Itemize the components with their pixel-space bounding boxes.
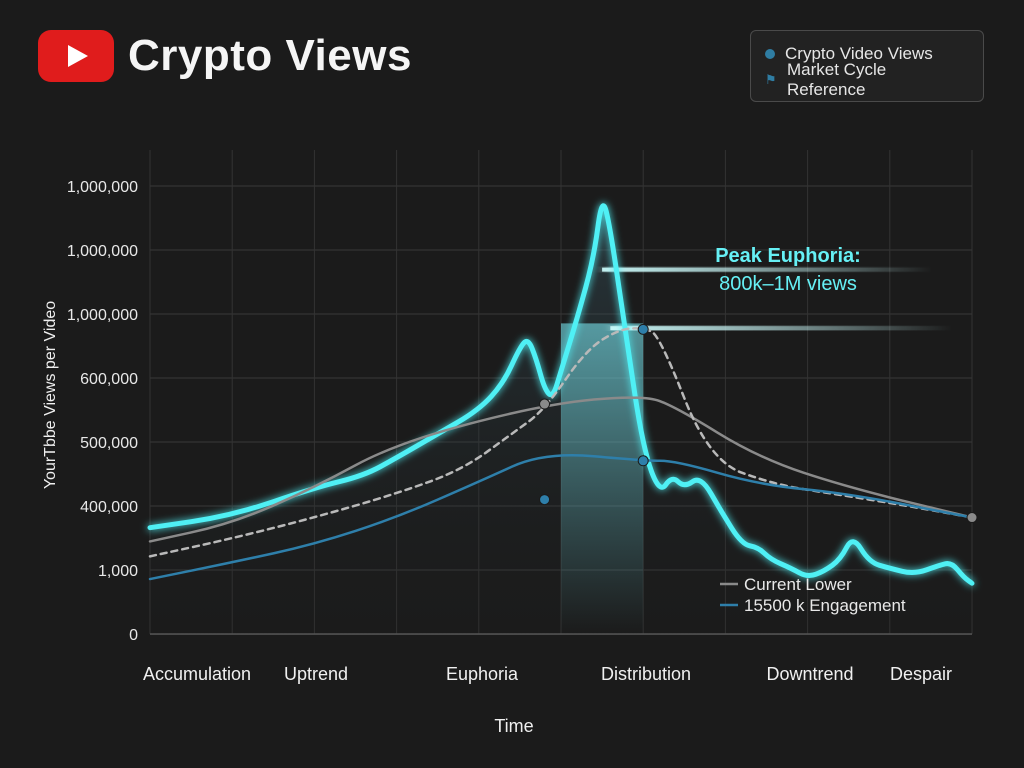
legend-label-views: Crypto Video Views [785,44,933,63]
data-point-marker [637,323,649,335]
data-point-marker [966,512,978,524]
legend-label-reference: Market Cycle Reference [786,60,887,99]
y-tick-label: 600,000 [80,371,138,388]
y-tick-label: 0 [129,627,138,644]
legend-item-views: Crypto Video Views [765,41,969,67]
y-tick-label: 400,000 [80,499,138,516]
x-tick-label: Accumulation [143,664,251,684]
y-tick-label: 1,000,000 [67,179,138,196]
app-title: Crypto Views [128,31,412,80]
youtube-play-icon [38,30,114,82]
x-tick-label: Downtrend [766,664,853,684]
y-axis-label: YourTbbe Views per Video [42,301,59,489]
circle-marker-icon [765,49,775,59]
y-tick-label: 1,000 [98,563,138,580]
y-tick-label: 1,000,000 [67,307,138,324]
x-axis-label: Time [494,716,533,736]
x-tick-label: Euphoria [446,664,519,684]
inline-legend-label: 15500 k Engagement [744,596,906,615]
y-tick-label: 500,000 [80,435,138,452]
chart-legend: Crypto Video Views ⚑ Market Cycle Refere… [750,30,984,102]
series-line-0 [147,203,975,586]
series-line-1 [148,396,974,543]
peak-beam-upper [602,267,932,272]
series-line-3 [148,454,974,581]
data-point-marker [539,494,551,506]
legend-item-reference: ⚑ Market Cycle Reference [765,60,969,99]
header: Crypto Views [38,30,412,82]
peak-annotation-text: 800k–1M views [719,273,857,295]
x-tick-label: Uptrend [284,664,348,684]
peak-beam-lower [610,326,952,331]
y-tick-label: 1,000,000 [67,243,138,260]
flag-marker-icon: ⚑ [765,72,777,87]
inline-legend-label: Current Lower [744,575,852,594]
data-point-marker [637,455,649,467]
x-tick-label: Distribution [601,664,691,684]
peak-annotation-text: Peak Euphoria: [715,245,861,267]
data-point-marker [539,398,551,410]
x-tick-label: Despair [890,664,952,684]
